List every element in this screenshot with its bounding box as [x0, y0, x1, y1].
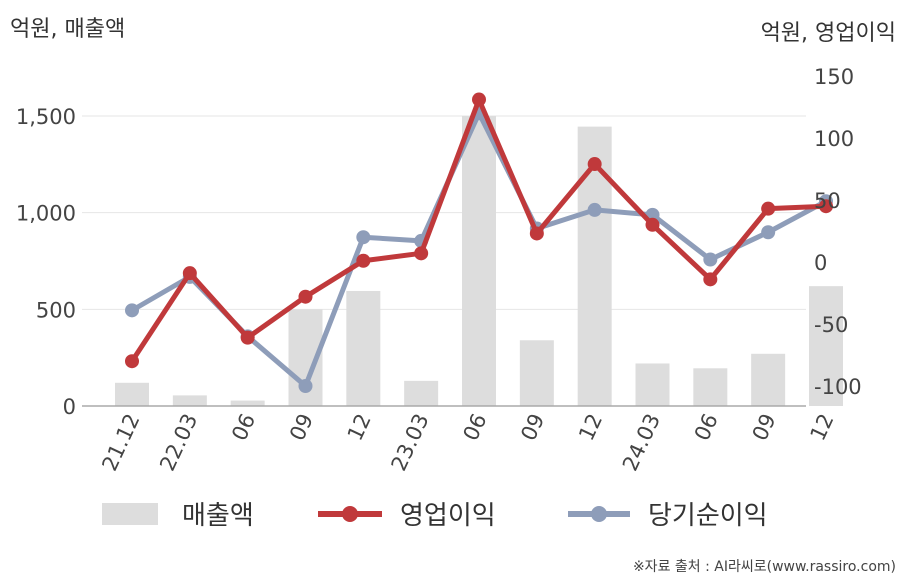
bar: [751, 353, 786, 406]
right-tick-label: -100: [814, 375, 862, 399]
point: [240, 330, 255, 345]
point: [587, 202, 602, 217]
x-tick-label: 06: [458, 410, 491, 444]
right-tick-label: -50: [814, 313, 848, 337]
legend-swatch: [102, 503, 158, 525]
point: [529, 226, 544, 241]
point: [356, 253, 371, 268]
left-axis-title: 억원, 매출액: [10, 17, 125, 42]
bar: [404, 380, 439, 406]
right-tick-label: 150: [814, 65, 854, 89]
point: [356, 230, 371, 245]
legend: 매출액 영업이익 당기순이익: [102, 501, 768, 531]
point: [819, 199, 833, 214]
point: [298, 289, 313, 304]
bar: [809, 286, 843, 406]
point: [472, 92, 486, 107]
x-tick-label: 12: [343, 410, 376, 444]
bar: [693, 368, 728, 406]
point: [587, 157, 602, 172]
bar-series: [115, 116, 843, 406]
left-tick-label: 1,500: [16, 105, 76, 129]
x-tick-label: 21.12: [97, 410, 144, 475]
legend-marker: [591, 506, 607, 522]
point: [182, 266, 197, 281]
x-tick-label: 09: [285, 410, 318, 444]
x-axis-ticks: 21.12 22.03 06 09 12 23.03 06 09 12 24.03 06 09 12: [97, 410, 838, 475]
point: [125, 303, 139, 318]
legend-label: 영업이익: [400, 501, 496, 531]
bar: [462, 116, 496, 406]
x-tick-label: 06: [227, 410, 260, 444]
x-tick-label: 06: [690, 410, 723, 444]
legend-label: 당기순이익: [648, 501, 768, 531]
point: [298, 379, 313, 393]
left-tick-label: 0: [63, 395, 76, 419]
point: [645, 217, 660, 232]
left-axis-ticks: 0 500 1,000 1,500: [16, 105, 76, 419]
point: [761, 225, 776, 240]
gridlines: [82, 115, 806, 310]
line-series: [125, 92, 833, 393]
bar: [346, 290, 381, 406]
right-tick-label: 0: [814, 251, 827, 275]
point: [761, 201, 776, 216]
x-tick-label: 22.03: [155, 410, 202, 475]
right-axis-title: 억원, 영업이익: [761, 21, 896, 46]
right-axis-ticks: -100 -50 0 50 100 150: [814, 65, 862, 399]
bar: [115, 382, 149, 406]
bar: [172, 395, 207, 406]
legend-label: 매출액: [182, 501, 254, 531]
x-tick-label: 24.03: [618, 410, 665, 475]
x-tick-label: 09: [516, 410, 549, 444]
bar: [519, 340, 554, 406]
x-tick-label: 12: [805, 410, 838, 444]
bar: [635, 363, 670, 406]
source-note: ※자료 출처 : AI라씨로(www.rassiro.com): [633, 559, 896, 575]
x-tick-label: 09: [748, 410, 781, 444]
bar: [230, 400, 265, 406]
point: [703, 272, 718, 287]
legend-marker: [342, 506, 358, 522]
x-tick-label: 12: [574, 410, 607, 444]
left-tick-label: 500: [36, 298, 76, 322]
point: [125, 354, 139, 369]
left-tick-label: 1,000: [16, 202, 76, 226]
right-tick-label: 100: [814, 127, 854, 151]
point: [703, 252, 718, 267]
right-tick-label: 50: [814, 189, 841, 213]
x-tick-label: 23.03: [387, 410, 434, 475]
point: [414, 246, 429, 261]
